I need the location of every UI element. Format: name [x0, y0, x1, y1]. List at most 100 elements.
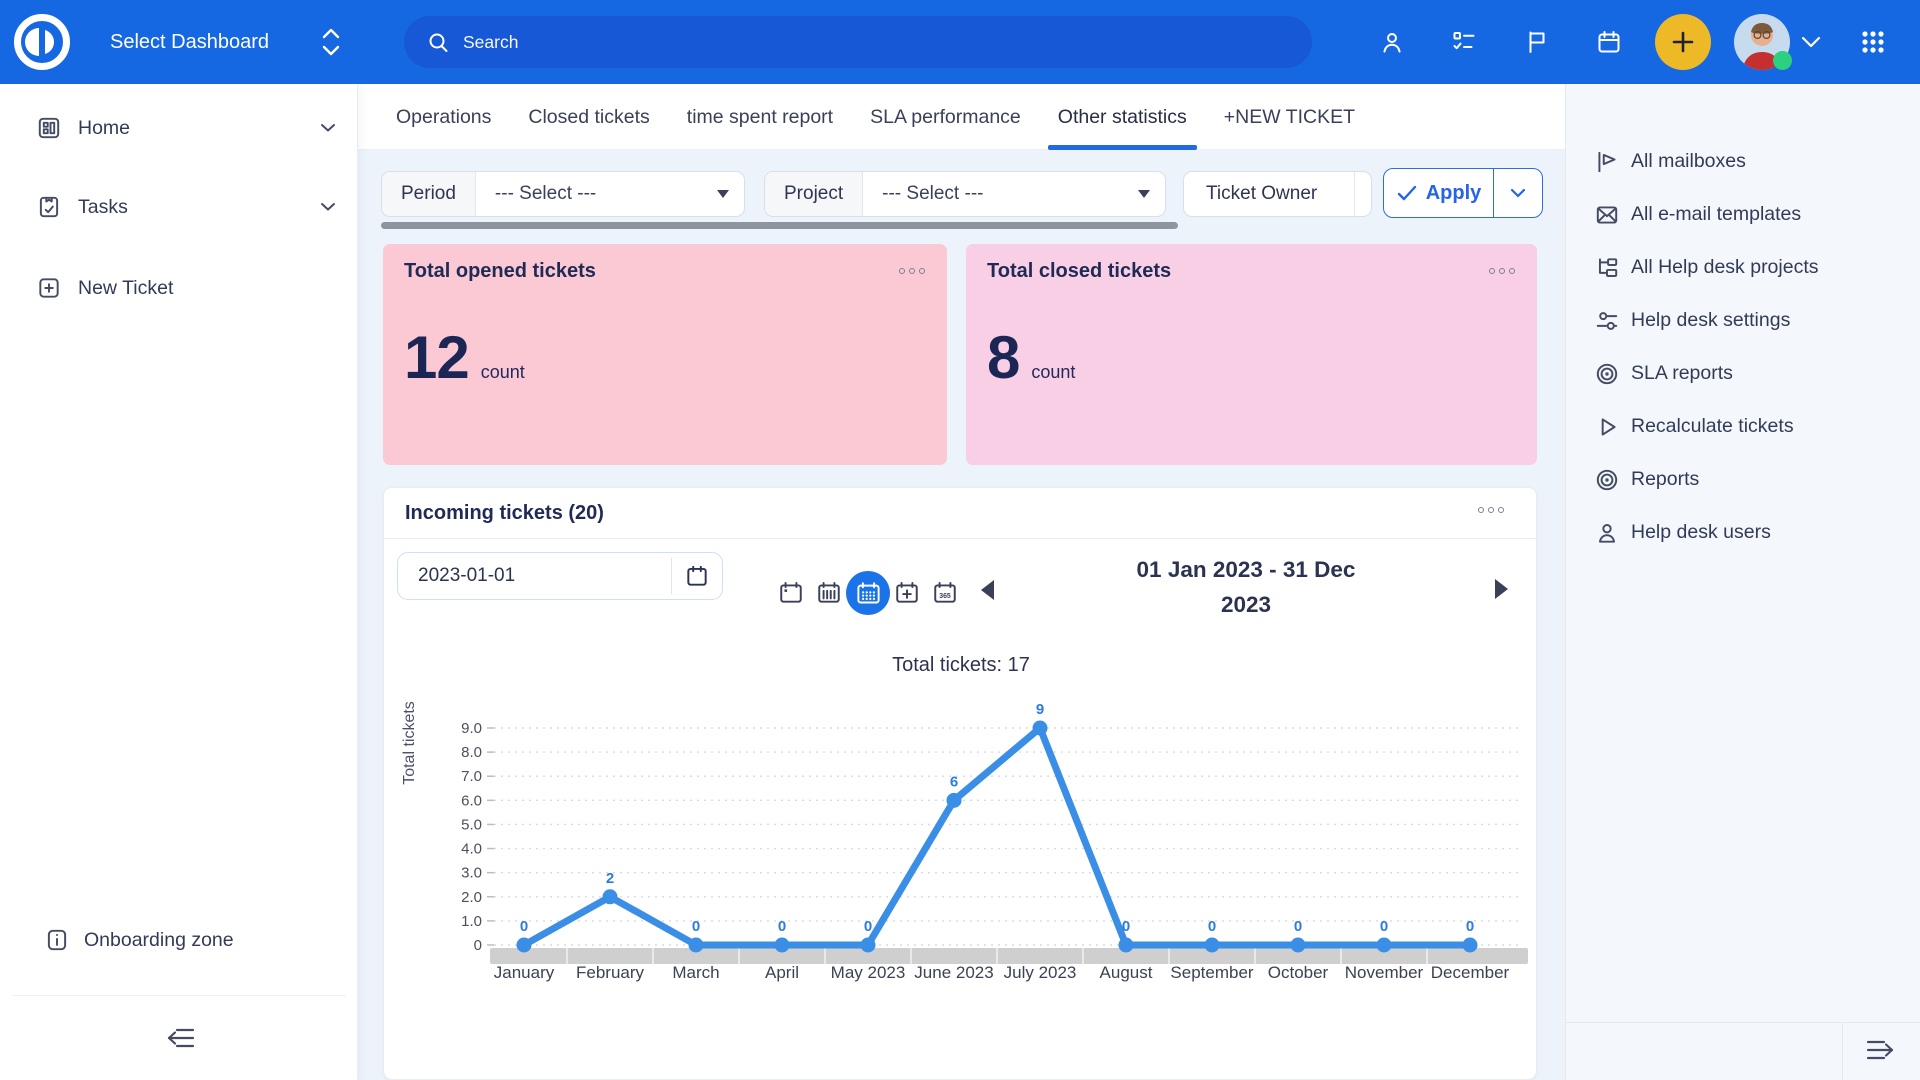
rightbar-item-email-templates[interactable]: All e-mail templates: [1594, 188, 1819, 241]
chevron-down-icon: [1510, 188, 1526, 198]
divider: [862, 172, 864, 216]
tab-sla-performance[interactable]: SLA performance: [870, 105, 1021, 128]
svg-text:May 2023: May 2023: [831, 963, 906, 982]
expand-panel-button[interactable]: [1863, 1032, 1899, 1068]
search-icon: [429, 33, 448, 52]
rightbar-item-helpdesk-settings[interactable]: Help desk settings: [1594, 294, 1819, 347]
rightbar-item-recalculate-tickets[interactable]: Recalculate tickets: [1594, 400, 1819, 453]
add-new-button[interactable]: [1655, 14, 1711, 70]
apply-dropdown-button[interactable]: [1494, 169, 1542, 217]
chevron-down-icon[interactable]: [318, 200, 338, 214]
app-logo-icon[interactable]: [10, 10, 74, 74]
svg-text:0: 0: [520, 918, 528, 935]
svg-text:3.0: 3.0: [461, 865, 482, 882]
collapse-sidebar-button[interactable]: [160, 1018, 200, 1058]
svg-text:June 2023: June 2023: [914, 963, 993, 982]
period-select[interactable]: Period --- Select ---: [381, 171, 745, 217]
view-month-button-active[interactable]: [846, 571, 890, 615]
svg-text:July 2023: July 2023: [1004, 963, 1077, 982]
apply-button[interactable]: Apply: [1383, 168, 1543, 218]
task-checklist-icon[interactable]: [1451, 29, 1477, 55]
tabs: Operations Closed tickets time spent rep…: [386, 84, 1365, 150]
view-week-icon[interactable]: [816, 580, 842, 606]
svg-text:4.0: 4.0: [461, 841, 482, 858]
svg-text:5.0: 5.0: [461, 816, 482, 833]
view-add-range-icon[interactable]: [894, 580, 920, 606]
divider: [1842, 1023, 1843, 1080]
rightbar-item-label: Help desk settings: [1631, 309, 1791, 331]
ticket-owner-select[interactable]: Ticket Owner: [1183, 171, 1372, 217]
incoming-tickets-widget: Incoming tickets (20) 2023-01-01 365 01 …: [383, 487, 1537, 1080]
search-input[interactable]: Search: [404, 16, 1312, 68]
chevron-down-icon[interactable]: [318, 121, 338, 135]
collapse-right-icon: [1866, 1040, 1894, 1060]
project-select[interactable]: Project --- Select ---: [764, 171, 1166, 217]
card-menu-button[interactable]: [1478, 507, 1504, 513]
sidebar-item-label: Home: [78, 116, 131, 139]
svg-text:0: 0: [692, 918, 700, 935]
tab-other-statistics[interactable]: Other statistics: [1047, 84, 1197, 150]
tab-operations[interactable]: Operations: [396, 105, 492, 128]
tab-new-ticket[interactable]: +NEW TICKET: [1223, 105, 1356, 128]
dashboard-selector-label: Select Dashboard: [110, 30, 269, 53]
dashboard-selector-sort-icon[interactable]: [318, 23, 344, 61]
view-day-icon[interactable]: [778, 580, 804, 606]
svg-text:February: February: [576, 963, 645, 982]
profile-icon[interactable]: [1379, 29, 1405, 55]
user-avatar[interactable]: [1734, 14, 1790, 70]
stat-card-closed: Total closed tickets 8 count: [966, 244, 1537, 465]
envelope-icon: [1596, 205, 1618, 224]
select-caret-icon: [717, 190, 729, 198]
svg-text:October: October: [1268, 963, 1329, 982]
svg-text:August: August: [1100, 963, 1153, 982]
rightbar-item-helpdesk-users[interactable]: Help desk users: [1594, 506, 1819, 559]
target-icon: [1596, 363, 1618, 384]
flag-icon[interactable]: [1524, 29, 1550, 55]
left-sidebar: Home Tasks New Ticket Onboarding zone: [0, 84, 358, 1080]
stat-card-value: 12: [404, 324, 470, 391]
tab-time-spent-report[interactable]: time spent report: [686, 105, 834, 128]
rightbar-item-all-mailboxes[interactable]: All mailboxes: [1594, 135, 1819, 188]
view-year-icon[interactable]: 365: [932, 580, 958, 606]
previous-period-button[interactable]: [981, 580, 994, 600]
sliders-icon: [1596, 311, 1618, 330]
period-value: --- Select ---: [494, 183, 597, 204]
next-period-button[interactable]: [1495, 579, 1508, 599]
calendar-icon[interactable]: [1596, 29, 1622, 55]
sidebar-item-home[interactable]: Home: [0, 104, 358, 152]
filters-horizontal-scrollbar[interactable]: [381, 222, 1178, 229]
rightbar-item-reports[interactable]: Reports: [1594, 453, 1819, 506]
divider: [384, 538, 1536, 539]
svg-text:365: 365: [939, 593, 951, 600]
stat-card-title: Total opened tickets: [404, 260, 596, 282]
sidebar-item-label: Onboarding zone: [84, 928, 234, 951]
svg-text:7.0: 7.0: [461, 768, 482, 785]
rightbar-item-sla-reports[interactable]: SLA reports: [1594, 347, 1819, 400]
svg-text:Total tickets: Total tickets: [401, 701, 418, 785]
sidebar-item-onboarding-zone[interactable]: Onboarding zone: [0, 916, 358, 964]
dashboard-selector[interactable]: Select Dashboard: [110, 0, 269, 84]
apply-button-main[interactable]: Apply: [1384, 169, 1493, 217]
card-menu-button[interactable]: [899, 268, 925, 274]
tab-closed-tickets[interactable]: Closed tickets: [528, 105, 650, 128]
sidebar-item-tasks[interactable]: Tasks: [0, 183, 358, 231]
play-icon: [1601, 417, 1616, 436]
svg-text:9.0: 9.0: [461, 720, 482, 737]
card-menu-button[interactable]: [1489, 268, 1515, 274]
rightbar-item-helpdesk-projects[interactable]: All Help desk projects: [1594, 241, 1819, 294]
svg-text:0: 0: [1122, 918, 1130, 935]
apps-grid-icon[interactable]: [1860, 29, 1886, 55]
tasks-clipboard-icon: [39, 196, 59, 218]
sidebar-item-new-ticket[interactable]: New Ticket: [0, 264, 358, 312]
info-icon: [47, 929, 67, 951]
online-status-dot: [1773, 51, 1792, 70]
avatar-chevron-down-icon[interactable]: [1799, 34, 1823, 52]
rightbar-item-label: All e-mail templates: [1631, 203, 1802, 225]
svg-text:1.0: 1.0: [461, 913, 482, 930]
sidebar-item-label: Tasks: [78, 195, 128, 218]
calendar-icon[interactable]: [684, 563, 710, 589]
svg-text:Total tickets: 17: Total tickets: 17: [892, 654, 1030, 676]
date-input[interactable]: 2023-01-01: [397, 552, 723, 600]
date-input-value: 2023-01-01: [418, 565, 516, 586]
divider: [671, 558, 672, 594]
